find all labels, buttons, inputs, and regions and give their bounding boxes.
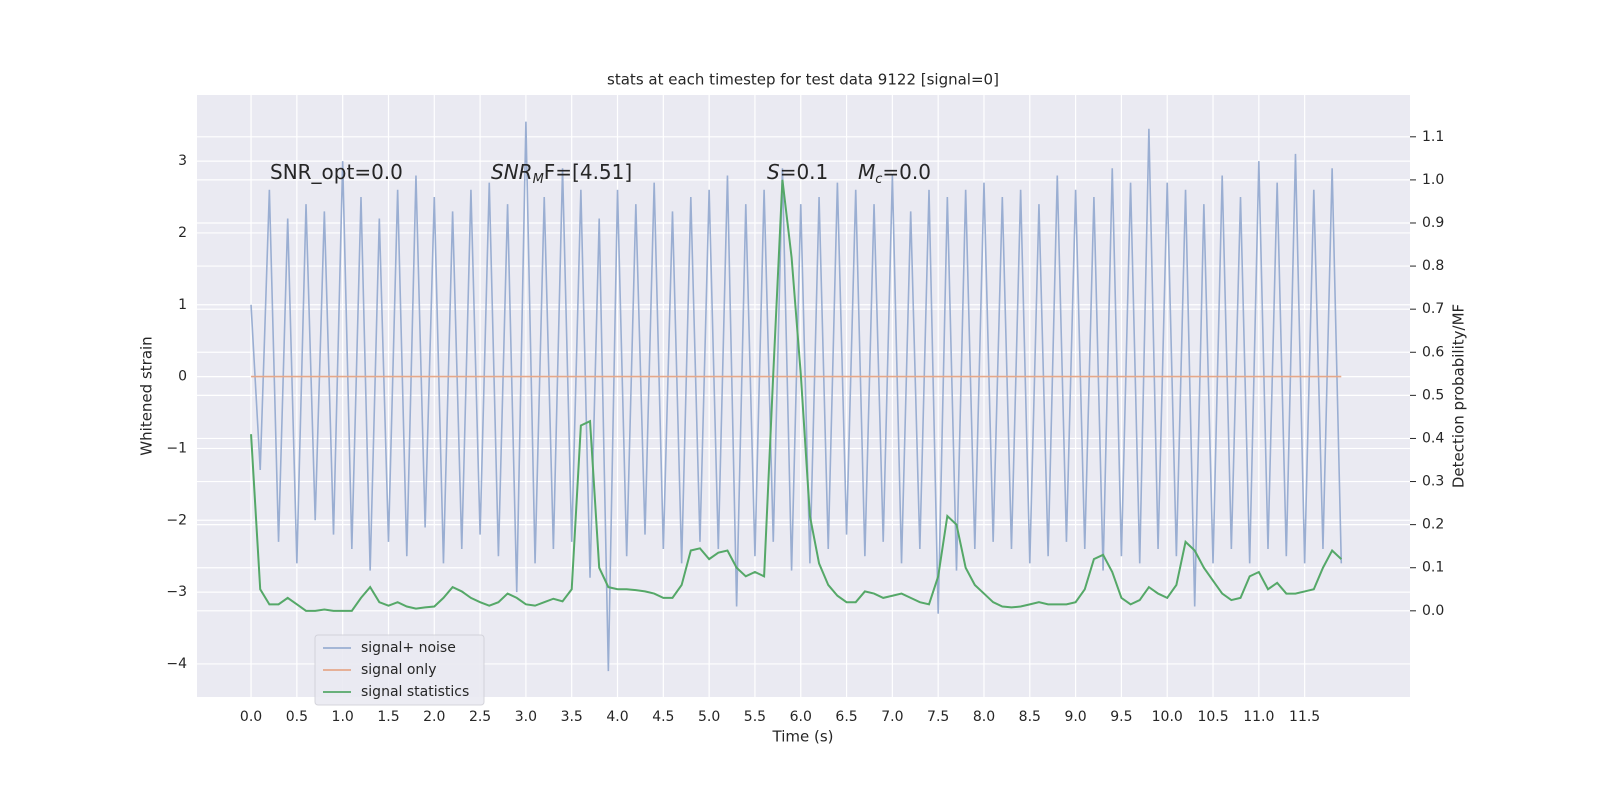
annotation: SNR_opt=0.0 <box>270 160 403 184</box>
annotation-part: S <box>767 160 780 184</box>
legend-label: signal statistics <box>361 684 469 700</box>
x-tick-label: 4.0 <box>606 709 628 725</box>
y-tick-label: 3 <box>178 153 187 169</box>
x-tick-label: 0.5 <box>286 709 308 725</box>
x-axis-label: Time (s) <box>772 728 834 746</box>
x-tick-label: 9.0 <box>1064 709 1086 725</box>
x-tick-label: 1.5 <box>377 709 399 725</box>
x-tick-label: 1.0 <box>332 709 354 725</box>
y2-tick-label: 1.0 <box>1422 172 1444 188</box>
y2-tick-label: 0.7 <box>1422 301 1444 317</box>
y-tick-label: 2 <box>178 225 187 241</box>
y-tick-label: −1 <box>166 440 187 456</box>
annotation-part: M <box>858 160 875 184</box>
y2-tick-label: 0.4 <box>1422 430 1444 446</box>
x-tick-label: 7.5 <box>927 709 949 725</box>
annotation: Mc=0.0 <box>858 160 931 187</box>
x-tick-label: 5.5 <box>744 709 766 725</box>
x-tick-label: 6.5 <box>835 709 857 725</box>
plot-area <box>197 95 1410 697</box>
y2-tick-label: 0.8 <box>1422 258 1444 274</box>
annotation: S=0.1 <box>767 160 828 184</box>
y2-tick-label: 1.1 <box>1422 129 1444 145</box>
annotation-part: SNR <box>491 160 533 184</box>
y-tick-label: −3 <box>166 584 187 600</box>
annotation-part: M <box>533 172 544 187</box>
annotation-part: F=[4.51] <box>544 160 632 184</box>
y2-tick-label: 0.2 <box>1422 517 1444 533</box>
y2-tick-label: 0.1 <box>1422 560 1444 576</box>
y-tick-label: −2 <box>166 512 187 528</box>
x-tick-label: 2.0 <box>423 709 445 725</box>
y2-tick-label: 0.0 <box>1422 603 1444 619</box>
x-tick-label: 3.0 <box>515 709 537 725</box>
annotation-part: =0.0 <box>882 160 931 184</box>
x-tick-label: 10.0 <box>1152 709 1183 725</box>
x-tick-label: 9.5 <box>1110 709 1132 725</box>
x-tick-label: 8.5 <box>1019 709 1041 725</box>
y2-tick-label: 0.6 <box>1422 344 1444 360</box>
y-tick-label: 0 <box>178 369 187 385</box>
x-tick-label: 3.5 <box>561 709 583 725</box>
x-tick-label: 8.0 <box>973 709 995 725</box>
legend-label: signal+ noise <box>361 640 456 656</box>
y2-tick-label: 0.5 <box>1422 387 1444 403</box>
x-tick-label: 6.0 <box>790 709 812 725</box>
x-tick-label: 11.5 <box>1289 709 1320 725</box>
x-tick-label: 0.0 <box>240 709 262 725</box>
y-tick-label: 1 <box>178 297 187 313</box>
legend-box <box>314 634 485 706</box>
x-tick-label: 7.0 <box>881 709 903 725</box>
x-tick-label: 11.0 <box>1243 709 1274 725</box>
y-tick-label: −4 <box>166 656 187 672</box>
series-line <box>250 121 1343 672</box>
x-tick-label: 2.5 <box>469 709 491 725</box>
y-axis-label: Whitened strain <box>138 336 156 455</box>
x-tick-label: 10.5 <box>1197 709 1228 725</box>
annotation: SNRMF=[4.51] <box>491 160 632 187</box>
x-tick-label: 5.0 <box>698 709 720 725</box>
x-tick-label: 4.5 <box>652 709 674 725</box>
series-line <box>250 179 1342 612</box>
y2-tick-label: 0.3 <box>1422 474 1444 490</box>
annotation-part: SNR_opt=0.0 <box>270 160 403 184</box>
chart-title: stats at each timestep for test data 912… <box>607 71 999 89</box>
y2-tick-label: 0.9 <box>1422 215 1444 231</box>
annotation-part: =0.1 <box>780 160 829 184</box>
y2-axis-label: Detection probability/MF <box>1450 304 1468 488</box>
annotation-part: c <box>875 172 882 187</box>
legend-label: signal only <box>361 662 436 678</box>
